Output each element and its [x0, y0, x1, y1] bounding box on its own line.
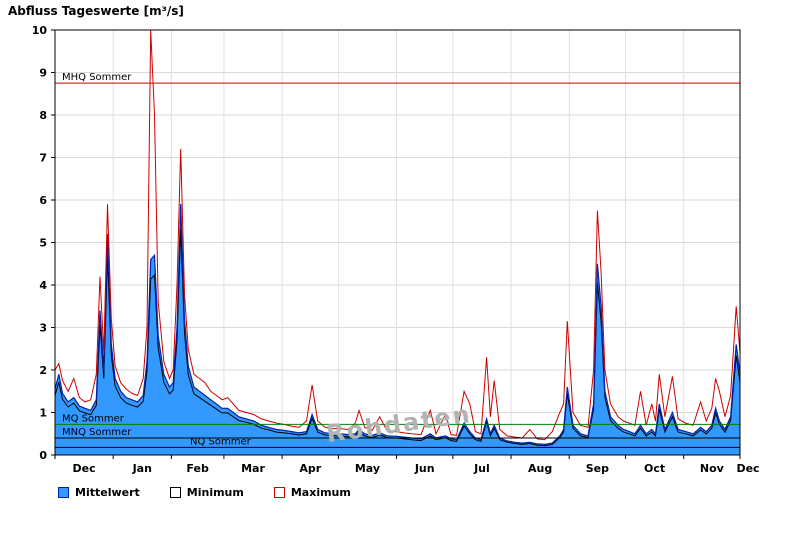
x-month-label: Apr	[299, 462, 321, 475]
legend-label-mittelwert: Mittelwert	[75, 486, 140, 499]
x-month-label: Feb	[186, 462, 209, 475]
minimum-swatch-icon	[169, 487, 181, 498]
x-month-label: Oct	[644, 462, 665, 475]
x-month-label: Jan	[132, 462, 152, 475]
x-month-label: Jun	[414, 462, 435, 475]
legend: Mittelwert Minimum Maximum	[58, 486, 351, 499]
mittelwert-swatch-icon	[58, 487, 69, 498]
y-tick-label: 2	[39, 364, 47, 377]
legend-item-maximum: Maximum	[273, 486, 351, 499]
refline-label-mq-sommer: MQ Sommer	[62, 413, 125, 424]
x-month-label: Dec	[73, 462, 96, 475]
x-month-label: Sep	[586, 462, 609, 475]
series-mittelwert-area	[55, 204, 740, 455]
y-tick-label: 1	[39, 407, 47, 420]
y-tick-label: 0	[39, 449, 47, 462]
x-month-label: Nov	[700, 462, 725, 475]
x-month-label: May	[355, 462, 380, 475]
y-tick-label: 8	[39, 109, 47, 122]
y-tick-label: 7	[39, 152, 47, 165]
series-mittelwert-line	[54, 204, 741, 446]
x-month-label: Jul	[473, 462, 490, 475]
plot-border	[54, 29, 741, 456]
y-tick-label: 9	[39, 67, 47, 80]
maximum-swatch-icon	[273, 487, 285, 498]
legend-item-minimum: Minimum	[169, 486, 244, 499]
y-tick-label: 10	[32, 24, 48, 37]
y-tick-label: 4	[39, 279, 47, 292]
refline-label-mhq-sommer: MHQ Sommer	[62, 72, 132, 83]
x-month-label: Mar	[241, 462, 265, 475]
y-tick-label: 6	[39, 194, 47, 207]
x-month-label: Dec	[736, 462, 759, 475]
refline-label-mnq-sommer: MNQ Sommer	[62, 427, 132, 438]
y-tick-label: 5	[39, 237, 47, 250]
legend-label-maximum: Maximum	[290, 486, 351, 499]
legend-item-mittelwert: Mittelwert	[58, 486, 140, 499]
chart-title: Abfluss Tageswerte [m³/s]	[8, 4, 184, 18]
x-month-label: Aug	[528, 462, 552, 475]
legend-label-minimum: Minimum	[186, 486, 244, 499]
refline-label-nq-sommer: NQ Sommer	[190, 436, 252, 447]
y-tick-label: 3	[39, 322, 47, 335]
